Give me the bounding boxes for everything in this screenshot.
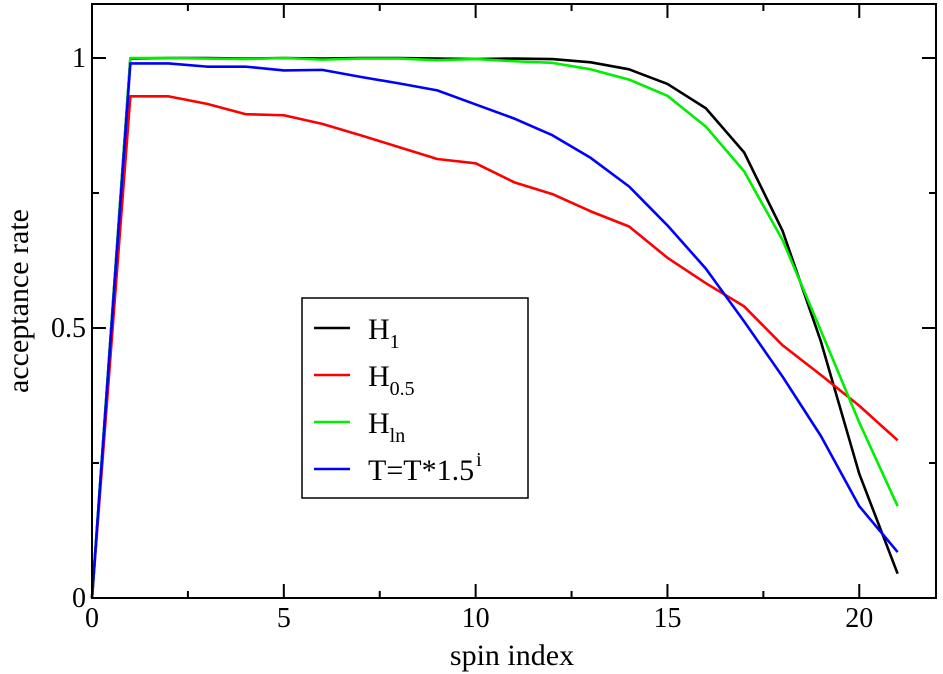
plot-frame — [91, 3, 937, 599]
series-layer — [90, 56, 899, 599]
y-tick-label: 0.5 — [51, 313, 86, 344]
x-tick-label: 0 — [85, 603, 99, 634]
tick-layer: 0 5 10 15 20 0 0.5 1 — [51, 4, 936, 634]
y-tick-label: 0 — [72, 583, 86, 614]
y-axis-title: acceptance rate — [2, 209, 35, 393]
legend-label-4: T=T*1.5 i — [368, 449, 482, 487]
series-line-3 — [90, 56, 899, 599]
y-tick-label: 1 — [72, 43, 86, 74]
legend-label-3: Hln — [368, 407, 405, 447]
x-tick-label: 20 — [845, 603, 873, 634]
x-tick-label: 15 — [653, 603, 681, 634]
series-line-2 — [90, 95, 899, 599]
series-line-4 — [90, 62, 899, 599]
x-axis-title: spin index — [450, 639, 574, 672]
legend-label-2: H0.5 — [368, 360, 415, 400]
legend-label-1: H1 — [368, 313, 400, 353]
x-tick-label: 10 — [462, 603, 490, 634]
legend-box — [301, 297, 529, 499]
x-tick-label: 5 — [277, 603, 291, 634]
